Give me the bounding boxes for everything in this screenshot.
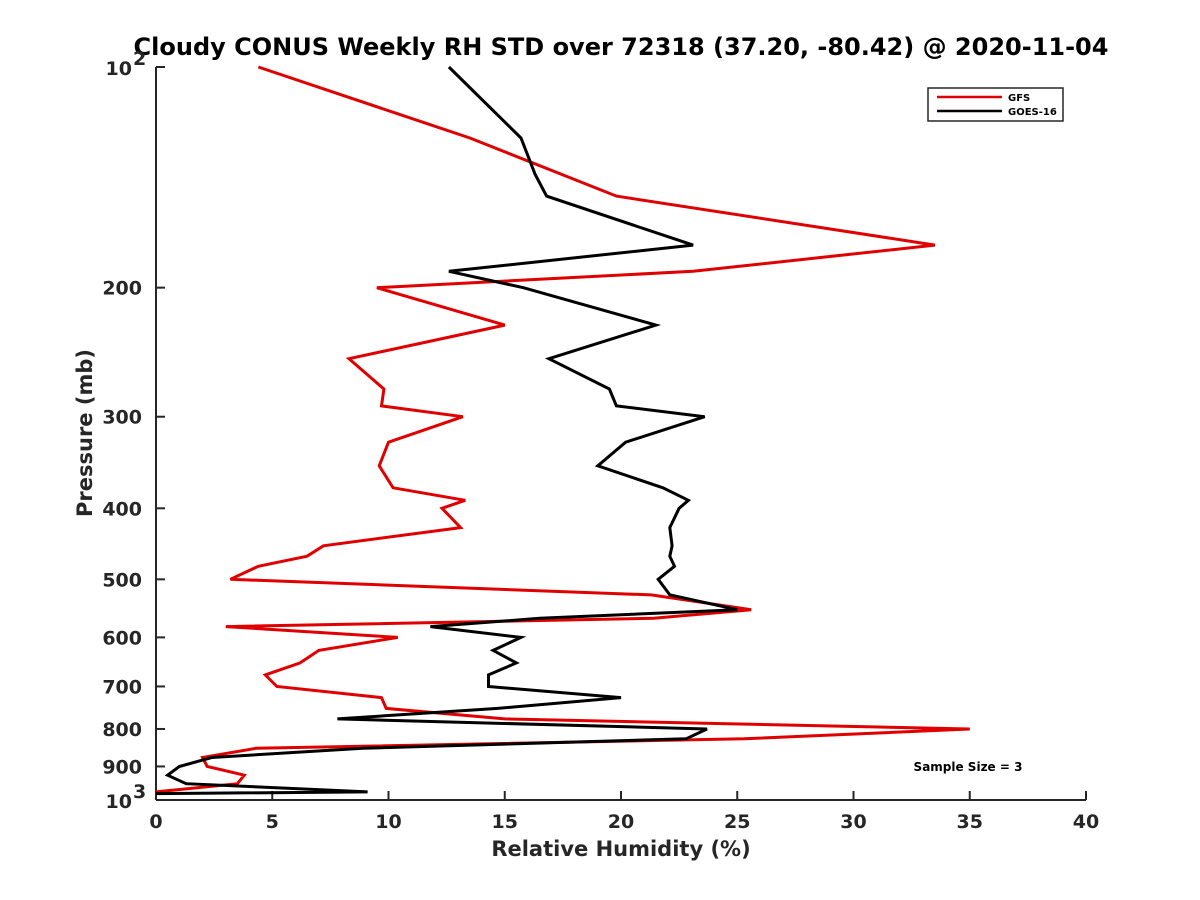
y-tick-label-600: 600 — [102, 627, 142, 649]
plot-axes — [155, 67, 1086, 801]
legend: GFS GOES-16 — [927, 87, 1064, 122]
chart-title: Cloudy CONUS Weekly RH STD over 72318 (3… — [134, 33, 1109, 61]
y-tick-label-100: 10 — [106, 58, 132, 80]
x-axis-ticks: 0 5 10 15 20 25 30 35 40 — [149, 791, 1099, 833]
x-tick-label-40: 40 — [1073, 811, 1099, 833]
x-tick-label-20: 20 — [608, 811, 634, 833]
legend-box — [927, 87, 1064, 122]
y-tick-exponent-1000: 3 — [133, 781, 146, 803]
y-tick-label-700: 700 — [102, 676, 142, 698]
x-tick-label-0: 0 — [149, 811, 162, 833]
y-axis-label: Pressure (mb) — [73, 349, 97, 517]
y-tick-label-200: 200 — [102, 278, 142, 300]
y-tick-label-500: 500 — [102, 569, 142, 591]
legend-label-goes16: GOES-16 — [1008, 107, 1057, 118]
x-axis-label: Relative Humidity (%) — [491, 837, 750, 861]
y-tick-label-800: 800 — [102, 719, 142, 741]
x-tick-label-30: 30 — [840, 811, 866, 833]
y-tick-label-900: 900 — [102, 756, 142, 778]
series-line-gfs — [155, 65, 970, 794]
x-tick-label-10: 10 — [375, 811, 401, 833]
y-tick-exponent-100: 2 — [133, 48, 146, 70]
legend-label-gfs: GFS — [1008, 93, 1030, 104]
y-tick-label-1000: 10 — [106, 791, 132, 813]
y-tick-label-400: 400 — [102, 498, 142, 520]
y-tick-label-300: 300 — [102, 407, 142, 429]
x-tick-label-25: 25 — [724, 811, 750, 833]
series-line-goes16 — [155, 65, 738, 796]
x-tick-label-35: 35 — [957, 811, 983, 833]
sample-size-annotation: Sample Size = 3 — [914, 760, 1023, 774]
series-lines — [155, 65, 970, 796]
x-tick-label-5: 5 — [266, 811, 279, 833]
plot-area — [156, 67, 1086, 800]
x-tick-label-15: 15 — [492, 811, 518, 833]
